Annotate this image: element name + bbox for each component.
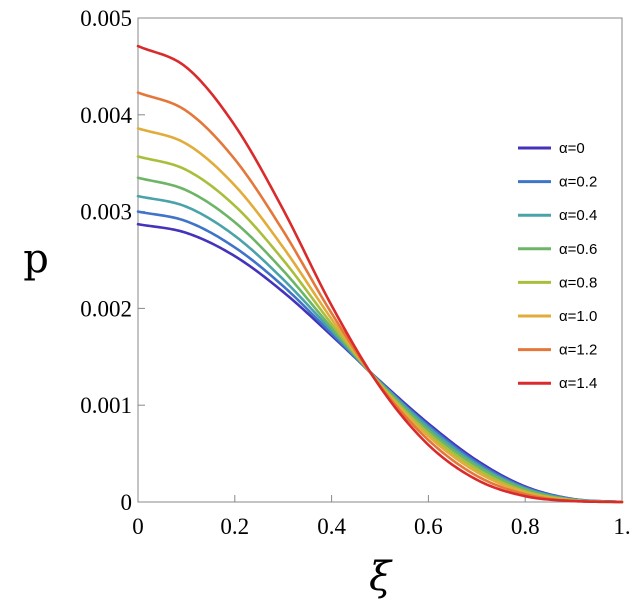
y-axis: 0 0.001 0.002 0.003 0.004 0.005	[80, 6, 145, 515]
series-line-0	[136, 222, 624, 504]
x-tick-label: 0.2	[220, 514, 249, 539]
plot-frame	[137, 17, 623, 503]
x-tick-label: 0	[132, 514, 144, 539]
legend-label: α=0.8	[559, 274, 597, 291]
legend-label: α=1.0	[559, 308, 597, 325]
y-tick-label: 0.002	[80, 296, 132, 321]
series-line-1	[136, 210, 624, 504]
x-axis: 0 0.2 0.4 0.6 0.8 1.	[132, 495, 631, 539]
x-tick-label: 1.	[613, 514, 630, 539]
y-tick-label: 0.001	[80, 393, 132, 418]
legend-label: α=1.4	[559, 375, 597, 392]
series-line-4	[136, 155, 624, 504]
y-tick-label: 0	[121, 490, 133, 515]
legend-label: α=0.2	[559, 174, 597, 191]
y-axis-label: p	[23, 236, 49, 282]
legend-label: α=0.6	[559, 241, 597, 258]
y-tick-label: 0.004	[80, 103, 132, 128]
x-tick-label: 0.8	[511, 514, 540, 539]
series-group	[136, 44, 624, 504]
series-line-3	[136, 176, 624, 504]
legend-label: α=0	[559, 140, 585, 157]
x-axis-label: ξ	[369, 554, 393, 600]
x-tick-label: 0.6	[414, 514, 443, 539]
legend-label: α=0.4	[559, 207, 597, 224]
series-line-6	[136, 91, 624, 504]
x-tick-label: 0.4	[317, 514, 346, 539]
legend: α=0 α=0.2 α=0.4 α=0.6 α=0.8 α=1.0 α=1.2 α=1.4	[518, 140, 597, 392]
legend-label: α=1.2	[559, 342, 597, 359]
series-line-7	[136, 44, 624, 504]
y-tick-label: 0.005	[80, 6, 132, 31]
y-tick-label: 0.003	[80, 200, 132, 225]
